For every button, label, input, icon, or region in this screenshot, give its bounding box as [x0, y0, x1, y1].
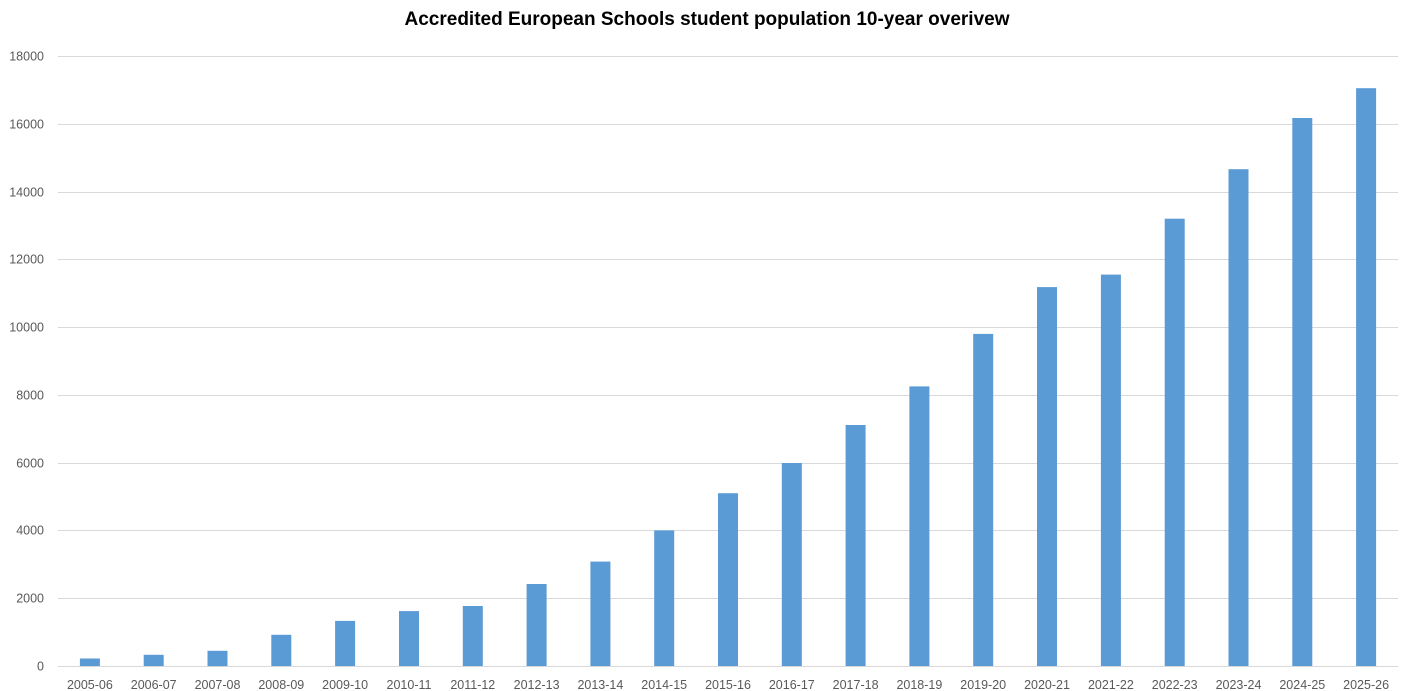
- x-tick-label: 2022-23: [1152, 678, 1198, 691]
- bar: [399, 611, 419, 666]
- y-tick-label: 12000: [9, 253, 44, 267]
- bar: [1292, 118, 1313, 666]
- bar: [1100, 274, 1121, 666]
- bar: [207, 650, 228, 667]
- x-tick-label: 2005-06: [67, 678, 113, 691]
- x-tick-label: 2009-10: [322, 678, 368, 691]
- bar: [845, 425, 866, 666]
- x-tick-label: 2019-20: [960, 678, 1006, 691]
- x-tick-label: 2024-25: [1279, 678, 1325, 691]
- bar: [526, 584, 547, 666]
- x-tick-label: 2008-09: [258, 678, 304, 691]
- x-tick-label: 2010-11: [387, 678, 432, 691]
- chart-title: Accredited European Schools student popu…: [404, 9, 1010, 30]
- bar: [1356, 88, 1377, 666]
- x-tick-label: 2015-16: [705, 678, 751, 691]
- y-tick-label: 10000: [9, 321, 44, 335]
- y-tick-label: 2000: [16, 592, 44, 606]
- x-tick-label: 2017-18: [833, 678, 879, 691]
- bar: [79, 658, 100, 666]
- x-tick-label: 2011-12: [450, 678, 495, 691]
- y-tick-label: 16000: [9, 118, 44, 132]
- bar: [1037, 287, 1057, 666]
- y-tick-label: 0: [37, 660, 44, 674]
- bar: [654, 530, 675, 666]
- y-tick-label: 4000: [16, 524, 44, 538]
- bar: [143, 654, 164, 666]
- bar: [335, 620, 356, 666]
- bar: [1228, 169, 1249, 666]
- x-tick-label: 2012-13: [514, 678, 560, 691]
- x-tick-label: 2025-26: [1343, 678, 1389, 691]
- y-tick-label: 14000: [9, 186, 44, 200]
- y-tick-label: 6000: [16, 457, 44, 471]
- bar: [271, 634, 292, 666]
- bar: [909, 386, 930, 666]
- bar: [781, 463, 802, 666]
- bar: [1164, 218, 1185, 666]
- y-tick-label: 8000: [16, 389, 44, 403]
- bar: [718, 493, 738, 666]
- x-tick-label: 2007-08: [195, 678, 241, 691]
- x-tick-label: 2018-19: [896, 678, 942, 691]
- x-tick-label: 2014-15: [641, 678, 687, 691]
- x-tick-label: 2021-22: [1088, 678, 1134, 691]
- x-tick-label: 2016-17: [769, 678, 815, 691]
- bar: [973, 333, 994, 666]
- bar: [590, 561, 611, 666]
- x-tick-label: 2006-07: [131, 678, 177, 691]
- x-tick-label: 2013-14: [577, 678, 623, 691]
- x-tick-label: 2023-24: [1216, 678, 1262, 691]
- x-tick-label: 2020-21: [1024, 678, 1070, 691]
- bar: [462, 606, 483, 666]
- y-tick-label: 18000: [9, 50, 44, 64]
